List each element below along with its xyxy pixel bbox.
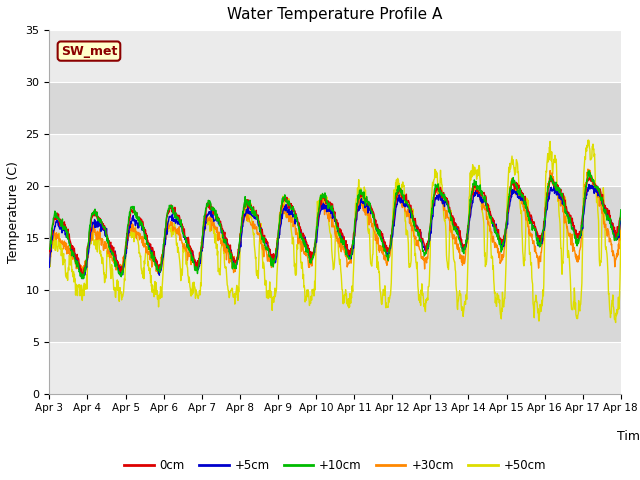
Bar xyxy=(49,186,621,238)
Y-axis label: Temperature (C): Temperature (C) xyxy=(7,161,20,263)
Bar xyxy=(49,30,621,82)
Bar xyxy=(49,342,621,394)
Title: Water Temperature Profile A: Water Temperature Profile A xyxy=(227,7,443,22)
Text: SW_met: SW_met xyxy=(61,45,117,58)
Bar xyxy=(49,238,621,290)
Bar xyxy=(49,134,621,186)
Legend: 0cm, +5cm, +10cm, +30cm, +50cm: 0cm, +5cm, +10cm, +30cm, +50cm xyxy=(120,454,550,477)
Bar xyxy=(49,82,621,134)
X-axis label: Time: Time xyxy=(617,430,640,443)
Bar xyxy=(49,290,621,342)
